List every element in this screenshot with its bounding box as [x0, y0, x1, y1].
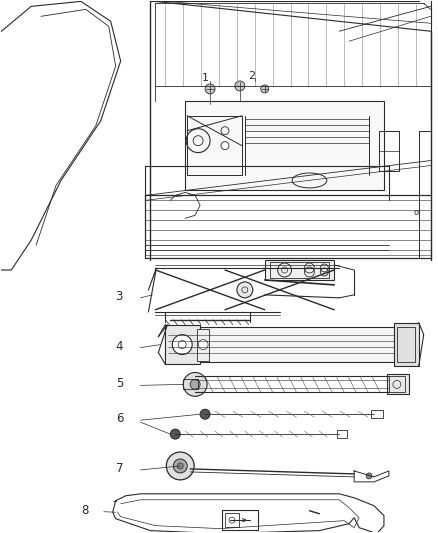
- Bar: [265, 260, 334, 280]
- Bar: [371, 410, 383, 418]
- Text: 8: 8: [81, 504, 88, 516]
- Circle shape: [366, 473, 372, 479]
- Circle shape: [183, 373, 207, 397]
- Bar: [197, 329, 209, 360]
- Bar: [387, 375, 409, 394]
- Bar: [187, 116, 242, 175]
- Bar: [225, 513, 239, 527]
- Circle shape: [190, 379, 200, 389]
- Circle shape: [166, 452, 194, 480]
- Circle shape: [198, 340, 208, 350]
- Bar: [165, 325, 200, 365]
- Text: o: o: [414, 208, 419, 217]
- Text: 5: 5: [116, 377, 123, 390]
- Bar: [185, 101, 384, 190]
- Circle shape: [170, 429, 180, 439]
- Circle shape: [173, 459, 187, 473]
- Text: 4: 4: [116, 340, 123, 352]
- Circle shape: [261, 85, 268, 93]
- Text: 6: 6: [116, 412, 123, 425]
- Bar: [165, 327, 399, 362]
- Bar: [222, 510, 258, 530]
- Bar: [183, 379, 198, 389]
- Bar: [270, 262, 329, 278]
- Circle shape: [205, 84, 215, 94]
- Text: 7: 7: [116, 462, 123, 475]
- Circle shape: [237, 282, 253, 298]
- Bar: [389, 376, 405, 392]
- Text: 1: 1: [202, 73, 209, 83]
- Circle shape: [200, 409, 210, 419]
- Bar: [379, 131, 399, 171]
- Text: 2: 2: [248, 71, 255, 81]
- Bar: [397, 327, 415, 362]
- Circle shape: [235, 81, 245, 91]
- Bar: [394, 322, 419, 367]
- Bar: [337, 430, 347, 438]
- Circle shape: [177, 463, 183, 469]
- Text: 3: 3: [116, 290, 123, 303]
- Circle shape: [172, 335, 192, 354]
